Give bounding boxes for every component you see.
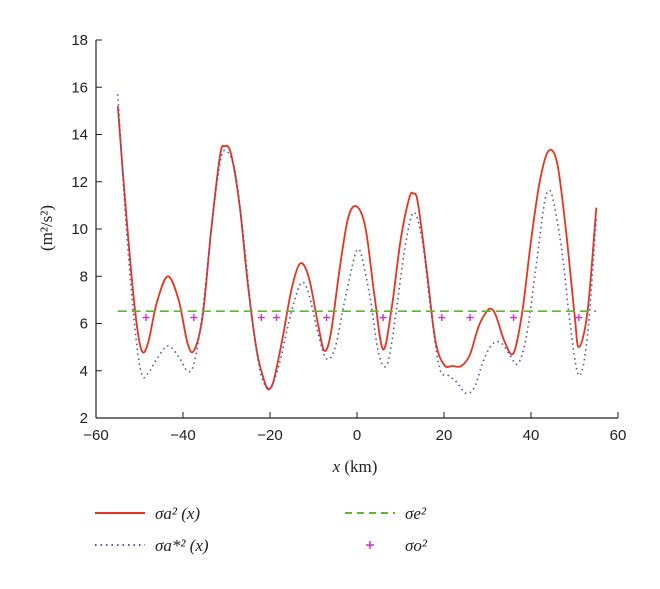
y-tick-label: 14 <box>71 127 88 144</box>
x-tick-label: 40 <box>523 427 540 444</box>
x-tick-label: −40 <box>170 427 195 444</box>
sigma-o-marker <box>142 314 150 322</box>
legend-label-sigma-o: σo² <box>405 536 428 555</box>
series-sigma-astar-line <box>117 94 598 395</box>
sigma-o-marker <box>273 314 281 322</box>
sigma-o-marker <box>438 314 446 322</box>
sigma-o-marker <box>466 314 474 322</box>
tick-layer: −60 −40 −20 0 20 40 60 2 4 6 8 10 12 14 16 18 <box>71 32 626 444</box>
x-tick-label: 60 <box>610 427 627 444</box>
y-tick-label: 2 <box>80 410 88 427</box>
sigma-o-marker <box>510 314 518 322</box>
legend-label-sigma-a: σa² (x) <box>155 504 200 523</box>
y-tick-label: 6 <box>80 316 88 333</box>
y-axis-title: (m²/s²) <box>37 205 56 251</box>
series-layer <box>116 94 598 395</box>
y-tick-label: 16 <box>71 79 88 96</box>
y-tick-label: 4 <box>80 363 88 380</box>
legend-label-sigma-astar: σa*² (x) <box>155 536 209 555</box>
x-tick-label: −60 <box>83 427 108 444</box>
series-sigma-a-line <box>116 106 598 391</box>
x-tick-label: 20 <box>436 427 453 444</box>
sigma-o-marker <box>323 314 331 322</box>
sigma-o-marker <box>257 314 265 322</box>
sigma-o-marker <box>379 314 387 322</box>
legend-swatch-sigma-o <box>366 541 374 549</box>
x-axis-unit: (km) <box>340 457 377 476</box>
sigma-o-marker <box>575 314 583 322</box>
legend: σa² (x) σa*² (x) σe² σo² <box>95 504 428 555</box>
x-axis-var: x <box>332 457 341 476</box>
series-sigma-o-markers <box>142 314 583 322</box>
y-tick-label: 10 <box>71 221 88 238</box>
x-axis-title: x (km) <box>332 457 378 476</box>
y-tick-label: 18 <box>71 32 88 49</box>
sigma-o-marker <box>190 314 198 322</box>
x-tick-label: −20 <box>257 427 282 444</box>
x-tick-label: 0 <box>353 427 361 444</box>
y-tick-label: 8 <box>80 268 88 285</box>
legend-label-sigma-e: σe² <box>405 504 427 523</box>
plot-frame <box>95 40 618 419</box>
y-tick-label: 12 <box>71 174 88 191</box>
